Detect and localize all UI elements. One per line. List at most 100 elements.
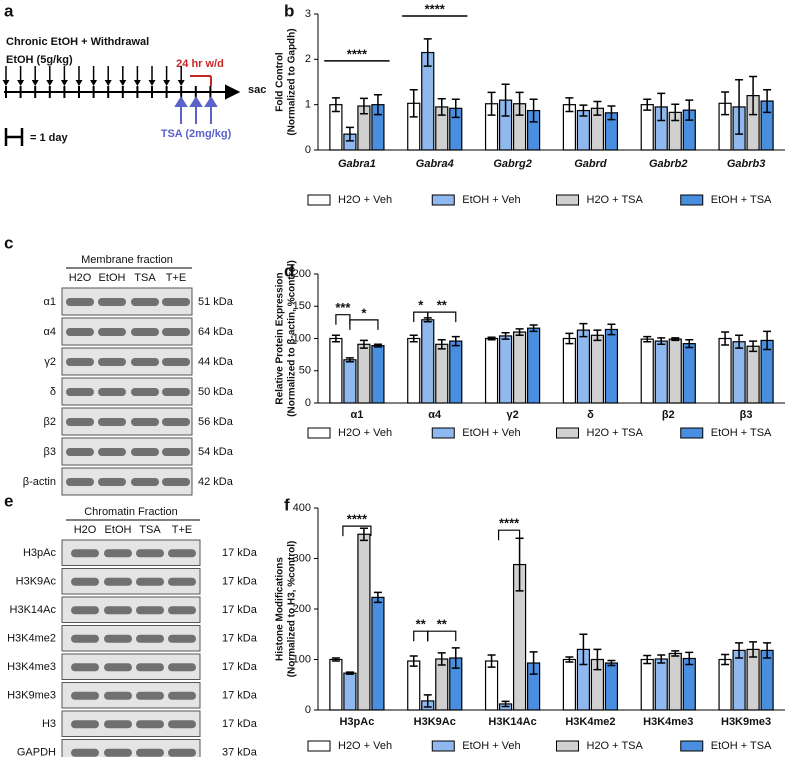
error-bar: [643, 654, 652, 665]
error-bar: [451, 335, 460, 347]
error-bar: [735, 642, 744, 659]
error-bar: [565, 656, 574, 663]
band: [168, 634, 196, 643]
legend-swatch: [307, 194, 331, 206]
band: [168, 577, 196, 586]
legend-swatch: [431, 427, 455, 439]
band: [136, 748, 164, 757]
dose-arrowhead: [31, 80, 39, 86]
band: [71, 663, 99, 672]
band: [162, 358, 190, 366]
row-label: GAPDH: [17, 747, 56, 757]
bar: [760, 649, 774, 711]
size-label: 17 kDa: [222, 718, 258, 730]
band: [131, 328, 159, 336]
size-label: 17 kDa: [222, 576, 258, 588]
error-bar: [359, 527, 368, 542]
bar: [357, 533, 371, 711]
bar: [654, 340, 668, 404]
size-label: 17 kDa: [222, 547, 258, 559]
band: [104, 549, 132, 558]
error-bar: [565, 97, 574, 113]
error-bar: [657, 92, 666, 122]
error-bar: [671, 650, 680, 657]
size-label: 56 kDa: [198, 416, 234, 428]
bar: [590, 334, 605, 404]
error-bar: [721, 331, 730, 346]
size-label: 42 kDa: [198, 476, 234, 488]
dose-arrowhead: [104, 80, 112, 86]
y-tick-label: 50: [299, 365, 311, 377]
bar: [421, 51, 435, 151]
error-bar: [373, 591, 382, 604]
x-tick-label: γ2: [506, 409, 518, 421]
bar: [604, 662, 619, 711]
bar: [718, 658, 732, 711]
legend-label: H2O + Veh: [338, 740, 392, 752]
bar: [682, 657, 696, 711]
lane-label: TSA: [134, 272, 156, 284]
size-label: 17 kDa: [222, 604, 258, 616]
row-label: β-actin: [23, 476, 56, 488]
y-tick-label: 200: [293, 603, 311, 615]
y-axis-label: Histone Modifications: [275, 557, 286, 661]
x-tick-label: δ: [587, 409, 594, 421]
dose-arrowhead: [2, 80, 10, 86]
band: [136, 634, 164, 643]
band: [168, 549, 196, 558]
error-bar: [657, 337, 666, 346]
y-axis-label: (Normalized to H3, %control): [287, 541, 298, 678]
bar: [421, 319, 435, 404]
error-bar: [685, 651, 694, 666]
legend-label: EtOH + Veh: [462, 194, 520, 206]
bar: [371, 344, 385, 404]
y-tick-label: 0: [305, 397, 311, 409]
significance-label: **: [437, 298, 448, 313]
dose-arrowhead: [75, 80, 83, 86]
size-label: 50 kDa: [198, 386, 234, 398]
legend-label: EtOH + TSA: [711, 740, 772, 752]
y-axis-label: (Normalized to β-actin, %control): [287, 260, 298, 417]
dose-arrowhead: [163, 80, 171, 86]
lane-label: T+E: [172, 524, 192, 536]
size-label: 64 kDa: [198, 326, 234, 338]
error-bar: [529, 324, 538, 333]
band: [131, 358, 159, 366]
band: [131, 298, 159, 306]
bar: [718, 337, 732, 404]
band: [131, 478, 159, 486]
x-tick-label: H3K9me3: [721, 716, 771, 728]
band: [104, 720, 132, 729]
legend-label: EtOH + TSA: [711, 427, 772, 439]
bar: [562, 658, 577, 711]
y-tick-label: 3: [305, 8, 311, 20]
sac-label: sac: [248, 84, 266, 96]
lane-label: H2O: [74, 524, 97, 536]
size-label: 37 kDa: [222, 747, 258, 757]
error-bar: [579, 104, 588, 117]
error-bar: [331, 657, 340, 662]
error-bar: [373, 343, 382, 348]
y-tick-label: 0: [305, 144, 311, 156]
band: [104, 663, 132, 672]
panel-label: e: [4, 491, 13, 510]
x-tick-label: α4: [428, 409, 442, 421]
band: [71, 549, 99, 558]
row-label: β2: [44, 416, 56, 428]
dose-arrowhead: [148, 80, 156, 86]
bar: [484, 660, 499, 711]
bar: [654, 658, 668, 711]
legend-swatch: [307, 427, 331, 439]
error-bar: [671, 337, 680, 342]
dose-arrowhead: [133, 80, 141, 86]
band: [98, 448, 126, 456]
error-bar: [373, 93, 382, 116]
error-bar: [579, 633, 588, 666]
error-bar: [345, 126, 354, 142]
x-tick-label: H3K4me3: [643, 716, 693, 728]
size-label: 51 kDa: [198, 296, 234, 308]
band: [98, 418, 126, 426]
band: [98, 478, 126, 486]
error-bar: [409, 88, 418, 118]
error-bar: [359, 97, 368, 115]
